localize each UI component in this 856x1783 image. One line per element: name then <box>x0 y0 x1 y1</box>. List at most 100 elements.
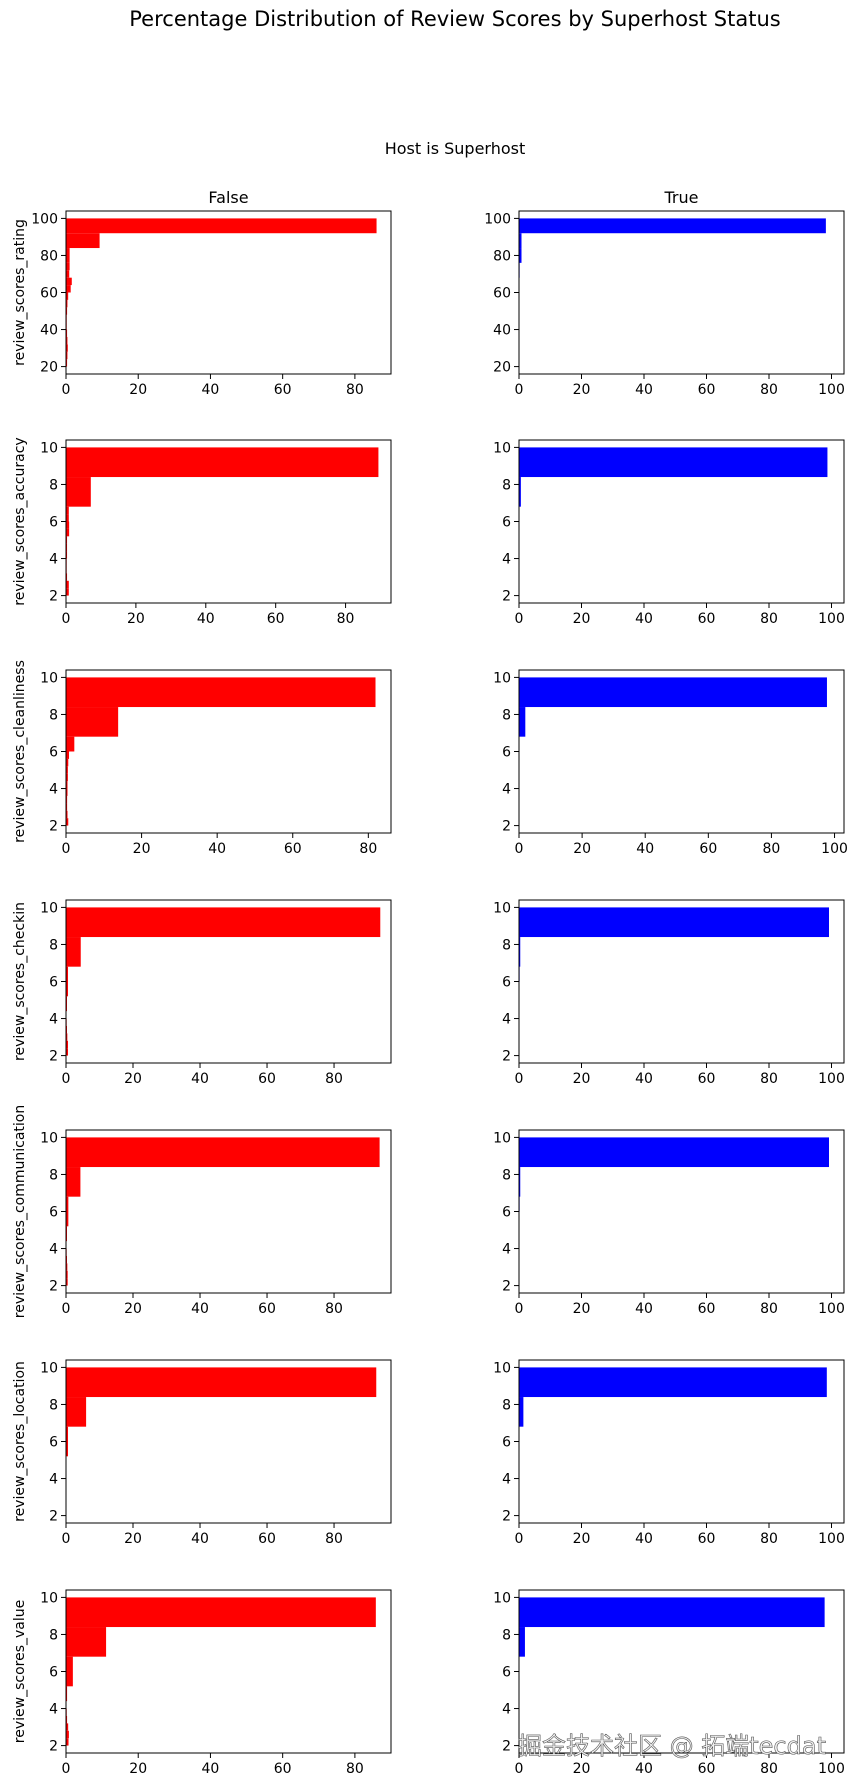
x-tick-label: 0 <box>515 382 524 398</box>
y-tick-label: 2 <box>502 1279 511 1295</box>
y-tick-label: 4 <box>49 782 58 798</box>
bar <box>66 1263 68 1271</box>
bar <box>66 1671 73 1687</box>
y-tick-label: 10 <box>40 440 58 456</box>
subplot-col1-row6: 0 20 40 60 80 100 2 4 6 8 10 <box>493 1589 845 1777</box>
bar <box>66 1040 69 1049</box>
x-tick-label: 20 <box>573 1071 591 1087</box>
y-tick-label: 4 <box>49 1702 58 1718</box>
x-tick-label: 0 <box>62 841 71 857</box>
bar <box>66 270 70 278</box>
bar <box>66 736 75 752</box>
y-tick-label: 6 <box>502 745 511 761</box>
subplot-title: False <box>208 188 248 207</box>
x-tick-label: 60 <box>698 1071 716 1087</box>
group-label: Host is Superhost <box>385 139 526 158</box>
y-tick-label: 8 <box>49 1167 58 1183</box>
x-tick-label: 40 <box>191 1301 209 1317</box>
y-tick-label: 4 <box>502 1012 511 1028</box>
x-tick-label: 60 <box>698 382 716 398</box>
x-tick-label: 100 <box>818 1531 845 1547</box>
y-tick-label: 2 <box>49 819 58 835</box>
bar <box>66 818 69 826</box>
x-tick-label: 40 <box>202 382 220 398</box>
bar <box>66 1441 69 1457</box>
x-tick-label: 80 <box>359 841 377 857</box>
y-tick-label: 10 <box>493 440 511 456</box>
x-tick-label: 0 <box>62 1071 71 1087</box>
y-tick-label: 6 <box>49 1665 58 1681</box>
bar <box>66 1730 69 1739</box>
x-tick-label: 100 <box>818 1761 845 1777</box>
subplot-review_scores_accuracy: 0 20 40 60 80 2 4 6 8 10 review_scores_accuracy <box>12 437 392 627</box>
x-tick-label: 60 <box>274 382 292 398</box>
y-tick-label: 100 <box>31 211 58 227</box>
y-tick-label: 10 <box>493 670 511 686</box>
y-tick-label: 8 <box>502 1167 511 1183</box>
x-tick-label: 40 <box>635 382 653 398</box>
subplot-title: True <box>664 188 699 207</box>
x-tick-label: 40 <box>191 1071 209 1087</box>
bar <box>66 1270 68 1279</box>
bar <box>66 1211 69 1227</box>
y-tick-label: 10 <box>40 670 58 686</box>
y-tick-label: 10 <box>40 900 58 916</box>
bar <box>66 1738 69 1746</box>
y-tick-label: 8 <box>502 1397 511 1413</box>
bar <box>519 1397 524 1427</box>
x-tick-label: 100 <box>818 611 845 627</box>
y-tick-label: 8 <box>502 707 511 723</box>
subplot-review_scores_value: 0 20 40 60 80 2 4 6 8 10 review_scores_value <box>12 1589 392 1777</box>
bar <box>66 810 68 819</box>
x-tick-label: 40 <box>635 1071 653 1087</box>
bar <box>66 580 69 589</box>
bar <box>66 781 68 789</box>
x-tick-label: 0 <box>515 841 524 857</box>
bar <box>66 1426 69 1442</box>
x-tick-label: 40 <box>202 1761 220 1777</box>
y-tick-label: 2 <box>49 1739 58 1755</box>
bar <box>66 521 70 529</box>
y-tick-label: 6 <box>502 1665 511 1681</box>
bar <box>66 766 68 774</box>
bar <box>66 803 68 811</box>
bar <box>519 907 829 938</box>
y-tick-label: 2 <box>502 1509 511 1525</box>
bar <box>66 1597 376 1628</box>
x-tick-label: 60 <box>258 1301 276 1317</box>
y-tick-label: 8 <box>49 1397 58 1413</box>
y-tick-label: 8 <box>502 477 511 493</box>
subplot-review_scores_rating: 0 20 40 60 8020406080100Falsereview_scores_r… <box>12 188 392 398</box>
bar <box>66 588 69 596</box>
bar <box>66 937 81 967</box>
watermark: 掘金技术社区 @ 拓端tecdat <box>518 1732 826 1760</box>
y-tick-label: 4 <box>502 1242 511 1258</box>
x-tick-label: 20 <box>573 611 591 627</box>
bar <box>66 1686 68 1702</box>
bar <box>66 907 381 938</box>
x-tick-label: 80 <box>760 1071 778 1087</box>
x-tick-label: 40 <box>636 841 654 857</box>
x-tick-label: 80 <box>760 1301 778 1317</box>
bar <box>66 307 68 315</box>
x-tick-label: 0 <box>515 1761 524 1777</box>
y-tick-label: 6 <box>49 1205 58 1221</box>
y-tick-label: 4 <box>49 1012 58 1028</box>
y-tick-label: 2 <box>502 819 511 835</box>
subplot-col1-row4: 0 20 40 60 80 100 2 4 6 8 10 <box>493 1129 845 1317</box>
subplot-grid: 0 20 40 60 8020406080100Falsereview_scores_r… <box>12 188 848 1777</box>
y-tick-label: 4 <box>49 1472 58 1488</box>
x-tick-label: 100 <box>821 841 848 857</box>
bar <box>66 1278 68 1286</box>
x-tick-label: 20 <box>133 841 151 857</box>
bar <box>519 677 827 708</box>
x-tick-label: 40 <box>635 1301 653 1317</box>
y-tick-label: 80 <box>40 248 58 264</box>
y-tick-label: 60 <box>493 286 511 302</box>
y-tick-label: 6 <box>502 515 511 531</box>
bar <box>66 543 68 552</box>
x-tick-label: 20 <box>124 1301 142 1317</box>
x-tick-label: 20 <box>124 1531 142 1547</box>
y-tick-label: 8 <box>49 477 58 493</box>
